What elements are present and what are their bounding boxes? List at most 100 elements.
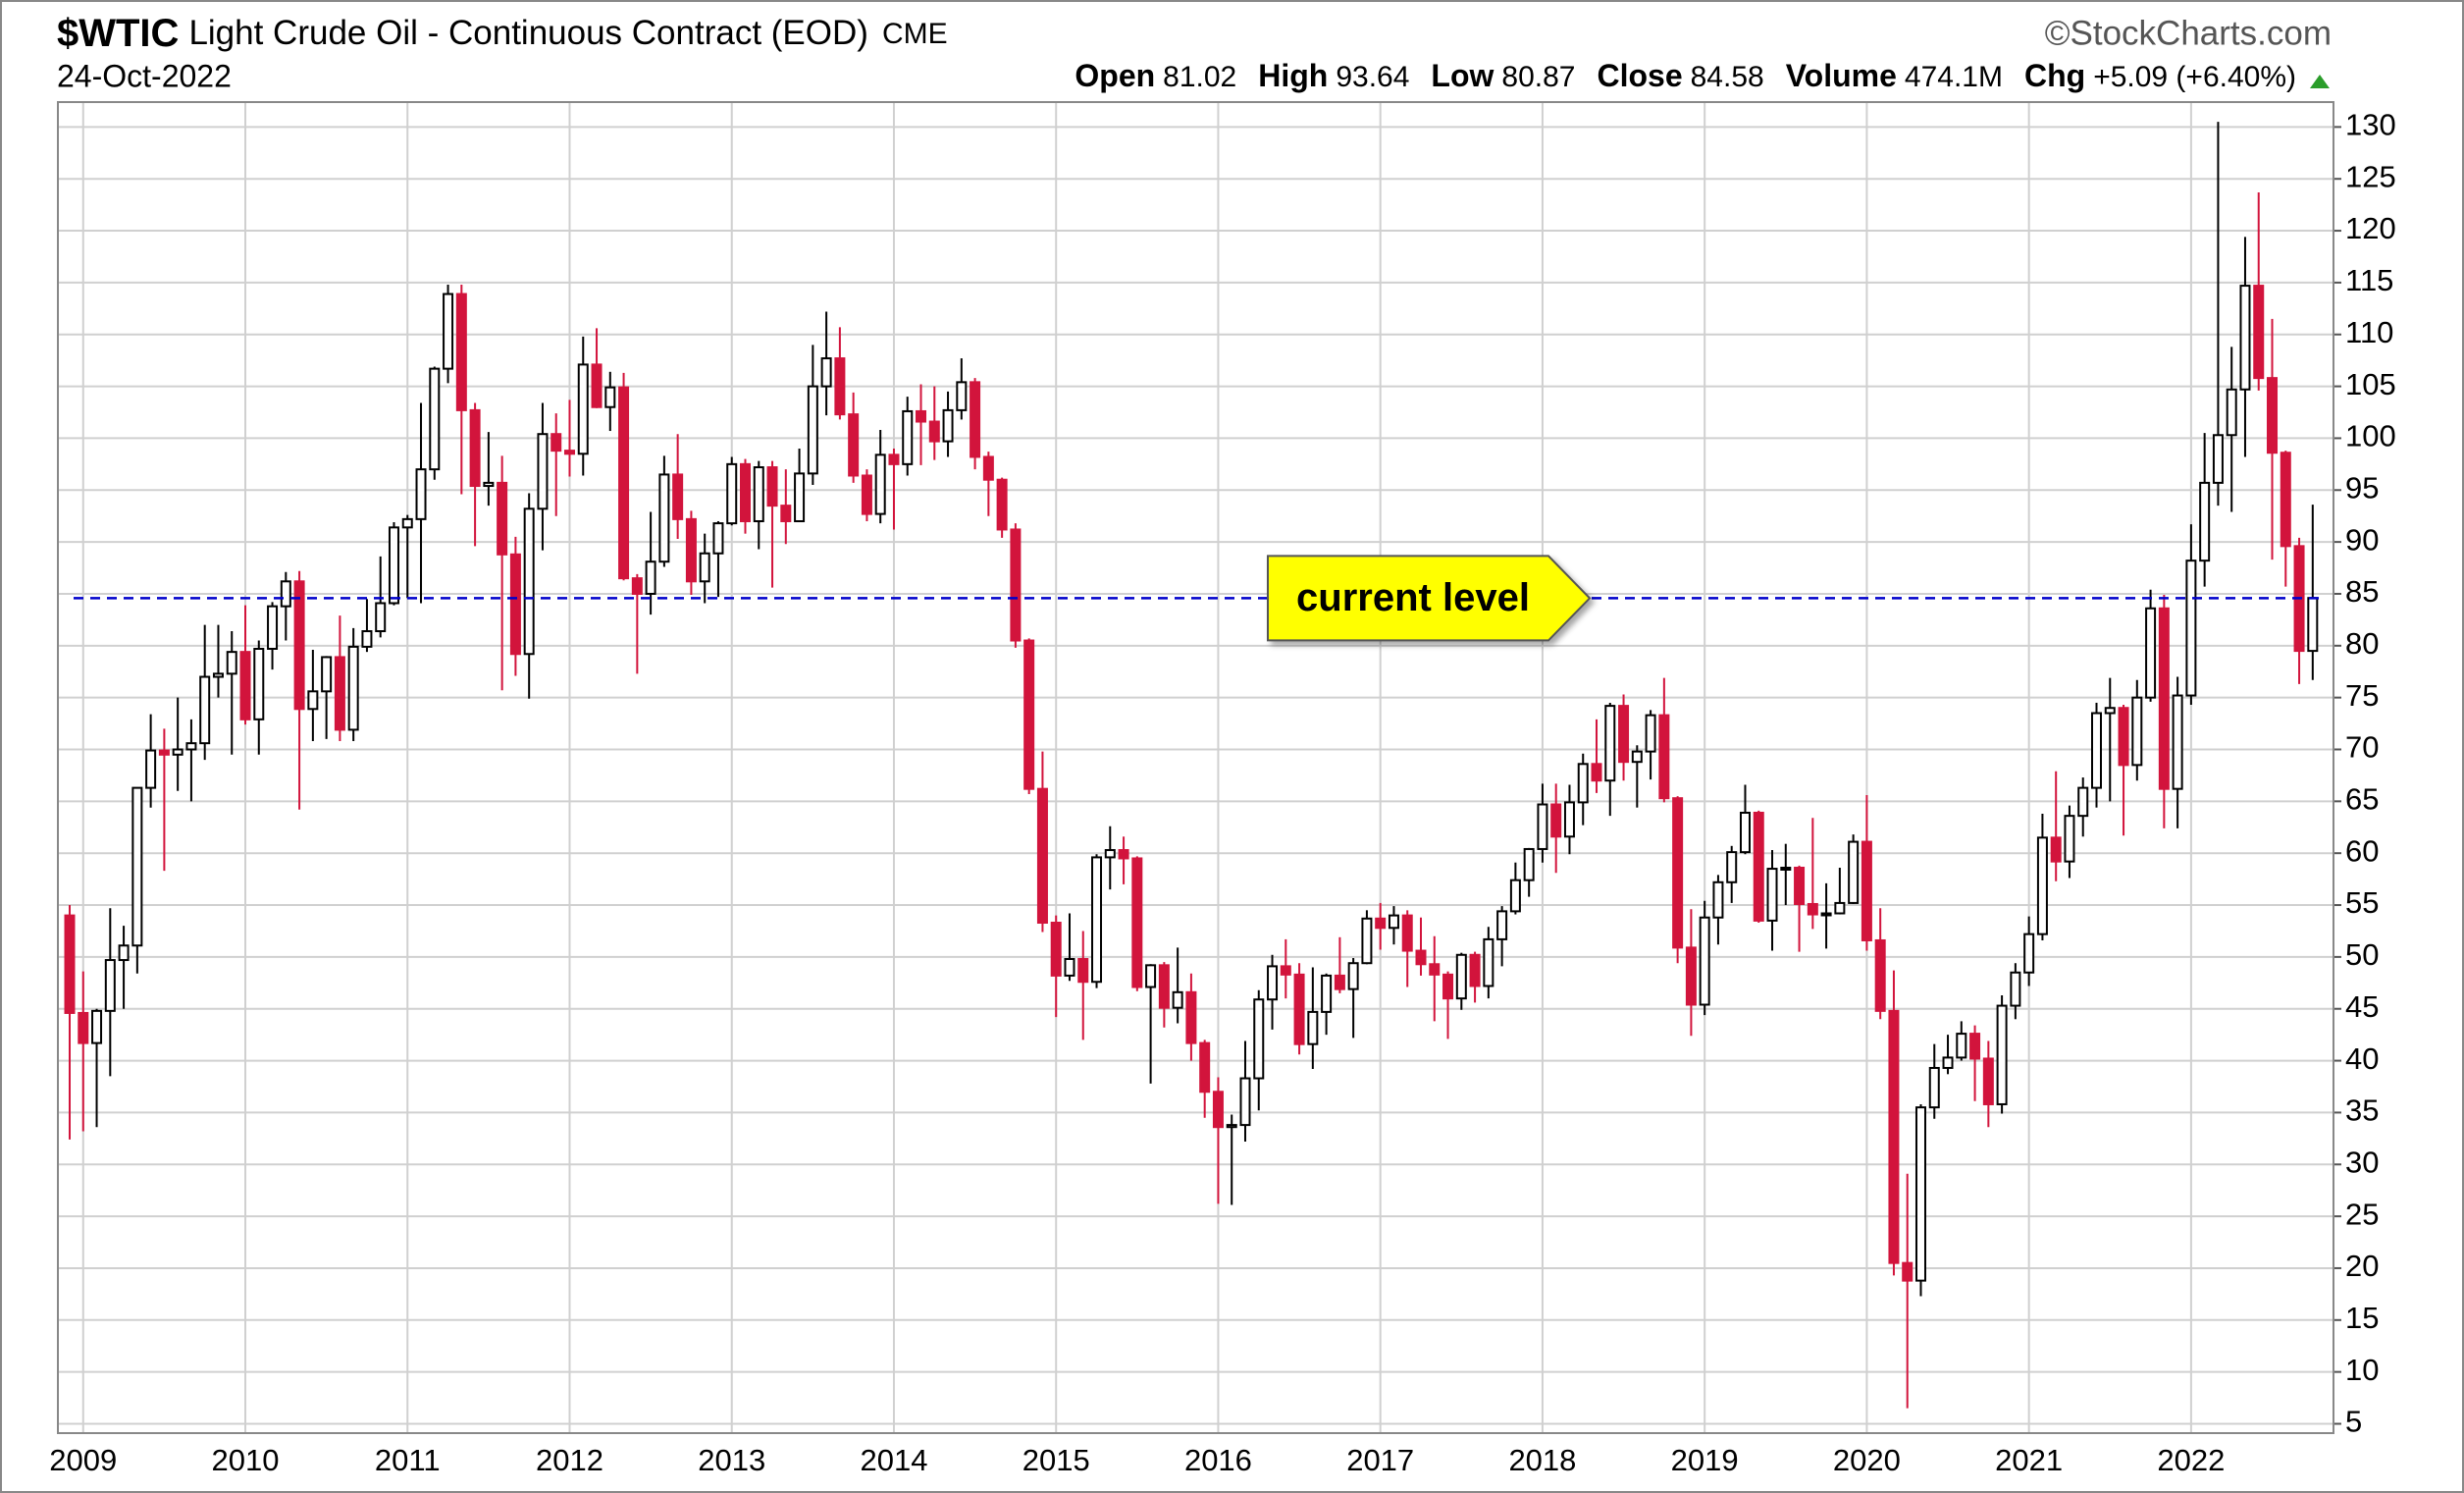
candle-body [1172, 990, 1183, 1009]
candle-body [1658, 714, 1670, 800]
candle-body [618, 386, 630, 580]
date: 24-Oct-2022 [57, 58, 232, 93]
candle-body [1604, 705, 1616, 782]
candle-body [1388, 914, 1399, 930]
y-tick-label: 45 [2345, 989, 2379, 1024]
y-tick-label: 90 [2345, 522, 2379, 557]
candle-body [2145, 607, 2157, 699]
candle-body [91, 1009, 103, 1044]
candle-body [1469, 953, 1481, 987]
candle-body [1010, 528, 1022, 642]
x-tick-label: 2022 [2157, 1443, 2225, 1477]
candle-body [1307, 1010, 1319, 1045]
candle-body [1415, 949, 1427, 966]
candle-body [1591, 763, 1602, 782]
candle-body [1794, 866, 1806, 905]
candle-body [902, 409, 914, 465]
stat-value: 81.02 [1163, 61, 1236, 93]
candle-body [1874, 938, 1886, 1012]
candle-body [928, 420, 940, 443]
candle-body [888, 453, 900, 465]
candle-body [1212, 1091, 1224, 1129]
candle-body [1712, 880, 1724, 919]
candle-body [334, 656, 345, 731]
stat-value: 474.1M [1905, 61, 2003, 93]
candle-body [1077, 957, 1089, 984]
candle-body [996, 478, 1008, 531]
candle-body [1780, 866, 1792, 871]
candle-body [631, 577, 643, 595]
chart-title: $WTIC Light Crude Oil - Continuous Contra… [57, 12, 948, 55]
candle-body [1685, 946, 1697, 1006]
candle-body [766, 466, 778, 507]
candle-body [591, 363, 603, 408]
candle-body [2091, 712, 2102, 789]
candle-body [1942, 1056, 1954, 1069]
x-tick-label: 2015 [1022, 1443, 1090, 1477]
stat-value: 80.87 [1501, 61, 1575, 93]
stats: Open 81.02 High 93.64 Low 80.87 Close 84.58 Volu… [1075, 58, 2296, 93]
x-tick-label: 2011 [375, 1443, 441, 1477]
candle-body [1672, 797, 1684, 949]
candle-body [1807, 902, 1818, 916]
candle-body [1537, 803, 1548, 850]
candle-body [2253, 285, 2265, 380]
candle-body [1820, 912, 1832, 917]
candle-body [1848, 840, 1860, 904]
y-tick-label: 20 [2345, 1249, 2379, 1283]
candle-body [1455, 953, 1467, 1000]
candle-body [118, 944, 130, 962]
plot-frame [57, 101, 2334, 1434]
stat-label: High [1258, 58, 1328, 93]
candle-body [1375, 917, 1387, 930]
candle-body [1401, 914, 1413, 952]
candle-body [1496, 910, 1508, 940]
candle-body [1064, 957, 1075, 977]
candle-body [2267, 377, 2279, 454]
candle-body [1577, 763, 1589, 804]
candle-body [1969, 1033, 1981, 1060]
candle-body [1226, 1124, 1237, 1129]
candle-body [443, 293, 454, 370]
candle-body [1267, 965, 1279, 1001]
y-tick-label: 55 [2345, 885, 2379, 920]
candle-body [2036, 836, 2048, 935]
candle-body [78, 1011, 89, 1044]
candle-body [577, 363, 589, 455]
instrument-name: Light Crude Oil - Continuous Contract (E… [188, 14, 868, 52]
candle-body [1509, 879, 1521, 913]
x-tick-label: 2020 [1833, 1443, 1901, 1477]
candle-body [2172, 694, 2183, 790]
x-tick-label: 2018 [1508, 1443, 1576, 1477]
candle-body [1618, 705, 1630, 764]
candle-body [1442, 973, 1454, 1000]
y-tick-label: 115 [2345, 263, 2393, 297]
y-tick-label: 15 [2345, 1301, 2379, 1335]
candle-body [537, 433, 549, 510]
candle-body [1834, 901, 1846, 915]
plot-area: 5 10 15 20 25 30 35 40 45 50 55 60 65 70 75 80 85 90 95 100… [49, 101, 2396, 1477]
candle-body [982, 455, 994, 481]
candle-body [820, 357, 832, 388]
candle-body [685, 517, 697, 583]
candle-body [672, 473, 684, 520]
candle-body [239, 651, 251, 720]
stat-label: Open [1075, 58, 1155, 93]
candle-body [293, 580, 305, 711]
candle-body [212, 672, 224, 678]
candle-body [726, 462, 738, 525]
y-tick-label: 75 [2345, 678, 2379, 713]
stat-label: Volume [1786, 58, 1897, 93]
y-tick-label: 10 [2345, 1353, 2379, 1387]
candle-body [563, 450, 575, 455]
candle-body [794, 472, 806, 522]
candle-body [956, 381, 968, 411]
candle-body [280, 580, 291, 608]
candle-body [1347, 962, 1359, 990]
candle-body [2077, 786, 2089, 818]
y-tick-label: 85 [2345, 574, 2379, 609]
candle-body [1321, 974, 1333, 1013]
candle-body [2280, 452, 2291, 548]
y-tick-label: 95 [2345, 470, 2379, 505]
candle-body [1914, 1106, 1926, 1282]
